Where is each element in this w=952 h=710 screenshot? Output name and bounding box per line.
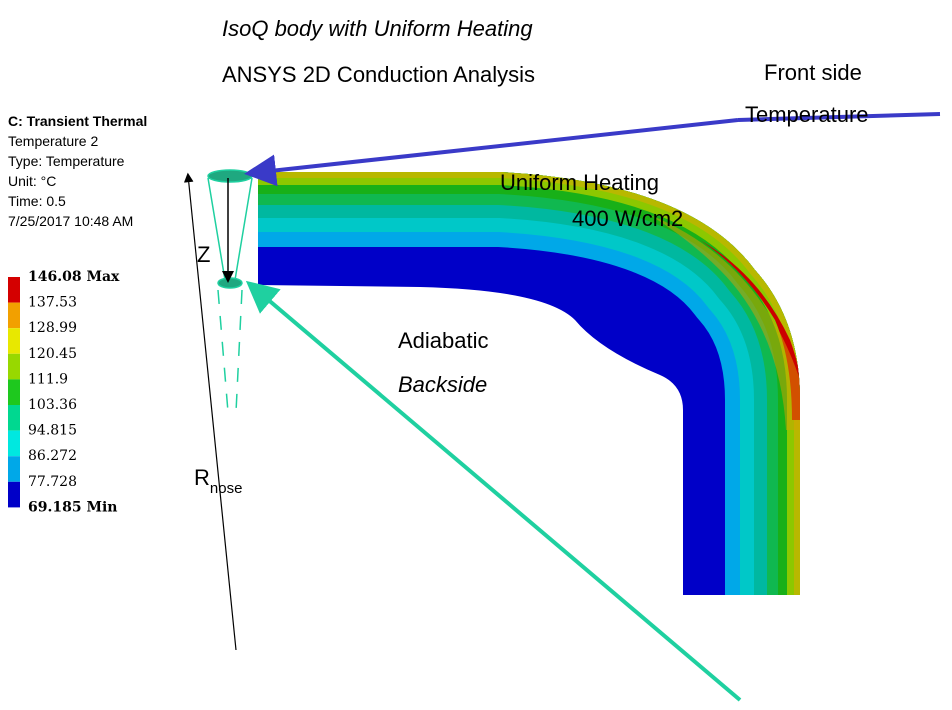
annotation: Z	[197, 242, 210, 267]
info-line: Temperature 2	[8, 133, 98, 149]
legend-swatch	[8, 482, 20, 508]
legend-label: 103.36	[28, 397, 77, 413]
title: IsoQ body with Uniform Heating	[222, 16, 533, 41]
legend-label: 69.185 Min	[28, 499, 117, 515]
info-line: Time: 0.5	[8, 193, 66, 209]
legend: 146.08 Max 137.53 128.99 120.45 111.9 103.36 9…	[8, 269, 120, 515]
legend-label: 120.45	[28, 346, 77, 362]
annotation: Adiabatic	[398, 328, 489, 353]
annotation: Temperature	[745, 102, 869, 127]
legend-swatch	[8, 303, 20, 329]
legend-swatch	[8, 354, 20, 380]
contour	[200, 160, 810, 650]
legend-swatch	[8, 431, 20, 457]
legend-swatch	[8, 277, 20, 303]
front-arrow	[252, 120, 738, 173]
r-label: R	[194, 465, 210, 490]
legend-swatch	[8, 328, 20, 354]
info: C: Transient Thermal Temperature 2 Type: T…	[8, 113, 147, 229]
info-line: Unit: °C	[8, 173, 56, 189]
legend-label: 111.9	[28, 371, 68, 387]
legend-label: 128.99	[28, 320, 77, 336]
subtitle: ANSYS 2D Conduction Analysis	[222, 62, 535, 87]
legend-swatch	[8, 379, 20, 405]
figure: IsoQ body with Uniform Heating ANSYS 2D …	[0, 0, 952, 705]
nose-cone	[208, 170, 252, 412]
legend-label: 86.272	[28, 448, 77, 464]
legend-swatch	[8, 405, 20, 431]
legend-label: 77.728	[28, 474, 77, 490]
annotation: Uniform Heating	[500, 170, 659, 195]
r-subscript: nose	[210, 480, 243, 497]
legend-label: 146.08 Max	[28, 269, 120, 285]
info-line: Type: Temperature	[8, 153, 125, 169]
legend-label: 137.53	[28, 295, 77, 311]
legend-swatch	[8, 456, 20, 482]
legend-label: 94.815	[28, 423, 77, 439]
info-line: C: Transient Thermal	[8, 113, 147, 129]
annotation: Front side	[764, 60, 862, 85]
annotation: Backside	[398, 372, 487, 397]
info-line: 7/25/2017 10:48 AM	[8, 213, 133, 229]
annotation: 400 W/cm2	[572, 206, 683, 231]
r-arrow	[188, 175, 236, 650]
